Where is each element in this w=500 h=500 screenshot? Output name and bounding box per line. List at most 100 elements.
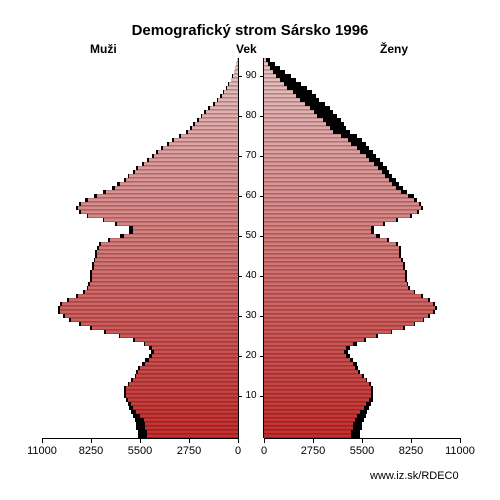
male-bar bbox=[42, 258, 238, 262]
male-bar bbox=[42, 406, 238, 410]
female-bar bbox=[264, 218, 460, 222]
female-bar bbox=[264, 242, 460, 246]
female-bar bbox=[264, 254, 460, 258]
female-bar bbox=[264, 298, 460, 302]
female-bar bbox=[264, 314, 460, 318]
male-bar bbox=[42, 402, 238, 406]
female-bar bbox=[264, 130, 460, 134]
male-bar bbox=[42, 262, 238, 266]
male-bar bbox=[42, 294, 238, 298]
female-bar bbox=[264, 70, 460, 74]
male-side bbox=[42, 58, 238, 438]
female-bar bbox=[264, 342, 460, 346]
male-bar bbox=[42, 426, 238, 430]
male-bar bbox=[42, 290, 238, 294]
x-tick-label: 8250 bbox=[399, 445, 423, 457]
female-bar bbox=[264, 346, 460, 350]
female-bar bbox=[264, 338, 460, 342]
female-bar bbox=[264, 326, 460, 330]
male-bar bbox=[42, 74, 238, 78]
x-tick-label: 0 bbox=[235, 445, 241, 457]
male-bar bbox=[42, 346, 238, 350]
female-bar bbox=[264, 366, 460, 370]
female-bar bbox=[264, 274, 460, 278]
female-bar bbox=[264, 378, 460, 382]
male-bar bbox=[42, 94, 238, 98]
male-bar bbox=[42, 286, 238, 290]
female-bar bbox=[264, 418, 460, 422]
female-bar bbox=[264, 210, 460, 214]
male-bar bbox=[42, 174, 238, 178]
female-bar bbox=[264, 250, 460, 254]
male-bar bbox=[42, 306, 238, 310]
male-bar bbox=[42, 182, 238, 186]
male-bar bbox=[42, 134, 238, 138]
male-bar bbox=[42, 430, 238, 434]
male-bar bbox=[42, 62, 238, 66]
female-bar bbox=[264, 246, 460, 250]
female-bar bbox=[264, 354, 460, 358]
x-tick bbox=[411, 438, 412, 443]
x-tick-label: 0 bbox=[261, 445, 267, 457]
male-bar bbox=[42, 418, 238, 422]
male-bar bbox=[42, 242, 238, 246]
female-bar bbox=[264, 114, 460, 118]
age-tick-mark bbox=[239, 276, 242, 277]
x-tick bbox=[362, 438, 363, 443]
female-bar bbox=[264, 150, 460, 154]
male-bar bbox=[42, 166, 238, 170]
female-bar bbox=[264, 386, 460, 390]
male-bar bbox=[42, 414, 238, 418]
female-bar bbox=[264, 122, 460, 126]
x-tick-label: 5500 bbox=[350, 445, 374, 457]
source-credit: www.iz.sk/RDEC0 bbox=[370, 470, 459, 482]
male-bar bbox=[42, 222, 238, 226]
age-tick-mark bbox=[239, 356, 242, 357]
female-bar bbox=[264, 234, 460, 238]
female-bar bbox=[264, 382, 460, 386]
female-bar bbox=[264, 226, 460, 230]
female-bar bbox=[264, 62, 460, 66]
male-bar bbox=[42, 198, 238, 202]
x-tick bbox=[264, 438, 265, 443]
pyramid-chart: 102030405060708090 bbox=[42, 58, 460, 438]
male-bar bbox=[42, 302, 238, 306]
female-bar bbox=[264, 206, 460, 210]
male-bar bbox=[42, 146, 238, 150]
female-bar bbox=[264, 98, 460, 102]
female-bar bbox=[264, 414, 460, 418]
male-bar bbox=[42, 246, 238, 250]
age-tick-mark bbox=[260, 316, 263, 317]
female-bar bbox=[264, 170, 460, 174]
male-bar bbox=[42, 170, 238, 174]
male-bar bbox=[42, 226, 238, 230]
male-bar bbox=[42, 98, 238, 102]
x-tick bbox=[313, 438, 314, 443]
male-bar bbox=[42, 122, 238, 126]
male-bar bbox=[42, 66, 238, 70]
female-bar bbox=[264, 426, 460, 430]
male-bar bbox=[42, 386, 238, 390]
male-bar bbox=[42, 358, 238, 362]
male-bar bbox=[42, 102, 238, 106]
x-tick bbox=[42, 438, 43, 443]
female-bar bbox=[264, 86, 460, 90]
male-bar bbox=[42, 410, 238, 414]
male-bar bbox=[42, 378, 238, 382]
female-bar bbox=[264, 374, 460, 378]
x-tick-label: 2750 bbox=[177, 445, 201, 457]
male-bar bbox=[42, 374, 238, 378]
x-tick bbox=[238, 438, 239, 443]
age-tick-mark bbox=[260, 196, 263, 197]
male-bar bbox=[42, 298, 238, 302]
female-bar bbox=[264, 166, 460, 170]
female-bar bbox=[264, 306, 460, 310]
female-bar bbox=[264, 350, 460, 354]
male-bar bbox=[42, 350, 238, 354]
male-bar bbox=[42, 158, 238, 162]
female-bar bbox=[264, 230, 460, 234]
female-bar bbox=[264, 258, 460, 262]
female-bar bbox=[264, 362, 460, 366]
x-tick bbox=[91, 438, 92, 443]
x-tick bbox=[189, 438, 190, 443]
